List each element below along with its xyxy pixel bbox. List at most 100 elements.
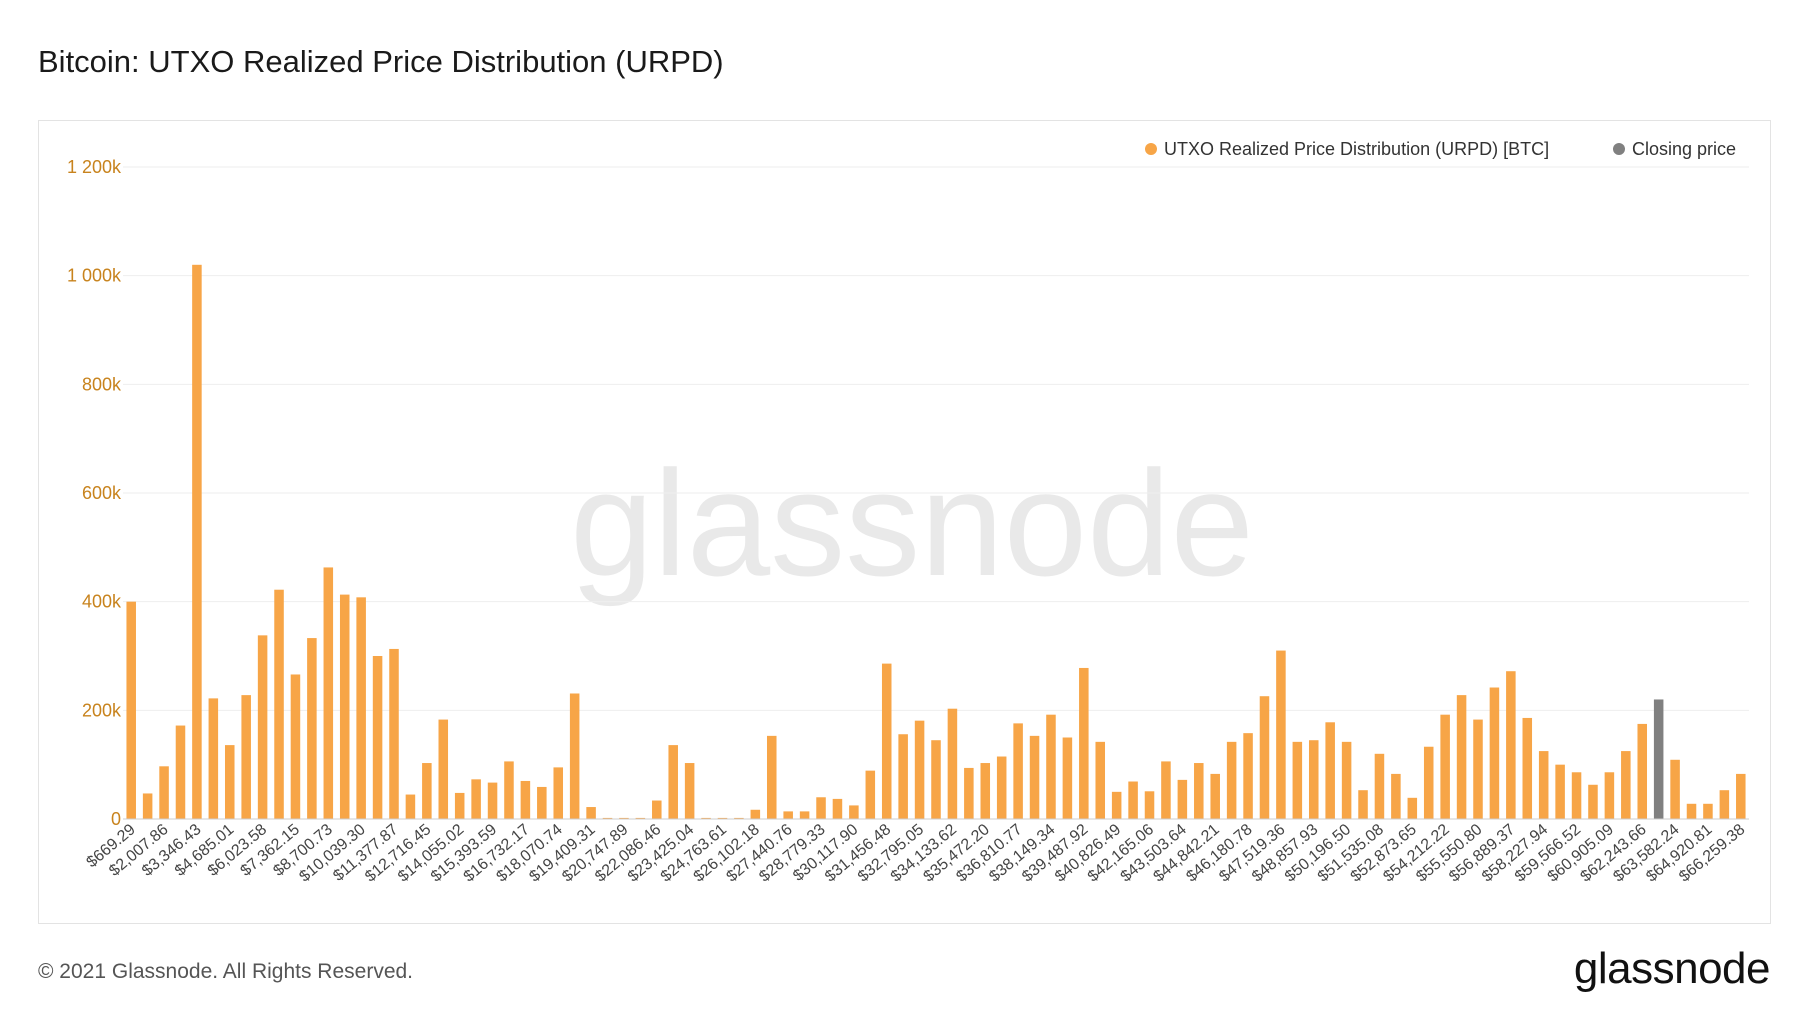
urpd-bar [471, 779, 481, 819]
urpd-bar [668, 745, 678, 819]
urpd-bar [339, 594, 350, 819]
legend-closing-label: Closing price [1632, 139, 1736, 159]
urpd-bar [717, 817, 728, 819]
urpd-bar [142, 793, 153, 819]
urpd-bar [1686, 803, 1697, 819]
urpd-bar [816, 797, 826, 819]
urpd-bar [1407, 797, 1418, 819]
urpd-bar [1128, 781, 1138, 819]
bars [126, 264, 1746, 819]
urpd-bar [1506, 671, 1516, 819]
urpd-bar [750, 809, 761, 819]
urpd-bar [175, 725, 186, 819]
urpd-bar [126, 601, 136, 819]
x-axis: $669.29$2,007.86$3,346.43$4,685.01$6,023… [84, 821, 1749, 886]
urpd-bar [569, 693, 580, 819]
urpd-bar [832, 798, 843, 819]
urpd-bar [1391, 773, 1401, 819]
urpd-bar [1341, 741, 1352, 819]
urpd-bar [1588, 784, 1598, 819]
urpd-bar [1736, 773, 1746, 819]
urpd-bar [1259, 696, 1270, 819]
urpd-bar [1079, 667, 1089, 819]
y-tick-label: 400k [82, 592, 122, 612]
urpd-bar [454, 792, 465, 819]
urpd-bar [931, 740, 941, 819]
urpd-bar [1243, 733, 1253, 819]
urpd-bar [224, 745, 235, 819]
urpd-bar [1456, 695, 1467, 819]
closing-price-bar [1653, 699, 1664, 819]
urpd-bar [372, 656, 383, 819]
urpd-bar [652, 800, 662, 819]
urpd-bar [422, 763, 432, 819]
urpd-bar [881, 663, 892, 819]
urpd-bar [323, 567, 334, 819]
urpd-bar [684, 763, 695, 819]
urpd-bar [1473, 719, 1483, 819]
urpd-bar [1637, 723, 1648, 819]
legend-closing-marker [1613, 143, 1625, 155]
legend-urpd-label: UTXO Realized Price Distribution (URPD) … [1164, 139, 1549, 159]
urpd-bar [504, 761, 514, 819]
urpd-bar [1062, 737, 1073, 819]
urpd-bar [898, 734, 908, 819]
urpd-bar [356, 597, 366, 819]
chart-title: Bitcoin: UTXO Realized Price Distributio… [38, 44, 724, 79]
urpd-bar [159, 766, 169, 819]
urpd-bar [1210, 773, 1220, 819]
urpd-bar [274, 589, 284, 819]
urpd-bar [734, 817, 744, 819]
urpd-bar [1046, 714, 1056, 819]
urpd-bar [1144, 791, 1155, 819]
urpd-bar [1029, 735, 1040, 819]
urpd-bar [1440, 714, 1450, 819]
urpd-bar [1325, 722, 1335, 819]
urpd-bar [799, 811, 810, 819]
urpd-bar [1555, 764, 1565, 819]
urpd-bar [389, 648, 399, 819]
urpd-bar [1226, 741, 1237, 819]
urpd-bar [1719, 790, 1730, 819]
urpd-bar [1670, 759, 1680, 819]
y-tick-label: 1 000k [67, 266, 122, 286]
urpd-bar [996, 756, 1007, 819]
urpd-bar [1194, 763, 1204, 819]
urpd-bar [1522, 717, 1533, 819]
urpd-bar [701, 817, 711, 819]
y-tick-label: 600k [82, 483, 122, 503]
urpd-bar [307, 638, 317, 819]
urpd-bar [947, 708, 958, 819]
urpd-bar [553, 767, 564, 819]
urpd-bar [586, 807, 596, 819]
urpd-bar [1276, 650, 1286, 819]
urpd-bar [849, 805, 859, 819]
urpd-bar [1308, 740, 1319, 819]
urpd-bar [537, 786, 547, 819]
urpd-bar [208, 698, 219, 819]
urpd-bar [487, 782, 498, 819]
urpd-bar [1358, 790, 1368, 819]
urpd-bar [1013, 723, 1023, 819]
urpd-bar [1703, 803, 1713, 819]
urpd-bar [241, 695, 251, 819]
legend-urpd-marker [1145, 143, 1157, 155]
urpd-bar [783, 811, 793, 819]
urpd-bar [1571, 772, 1582, 819]
legend: UTXO Realized Price Distribution (URPD) … [1145, 139, 1736, 159]
urpd-bar [1111, 791, 1122, 819]
urpd-bar [865, 770, 876, 819]
glassnode-logo: glassnode [1573, 944, 1771, 993]
chart-frame [38, 120, 1771, 924]
watermark: glassnode [570, 439, 1254, 607]
urpd-bar [1538, 751, 1549, 819]
y-tick-label: 1 200k [67, 157, 122, 177]
urpd-bar [520, 780, 531, 819]
urpd-bar [1161, 761, 1171, 819]
urpd-bar [1621, 751, 1631, 819]
y-tick-label: 200k [82, 700, 122, 720]
y-tick-label: 0 [111, 809, 121, 829]
urpd-bar [192, 264, 202, 819]
urpd-bar [1604, 772, 1615, 819]
